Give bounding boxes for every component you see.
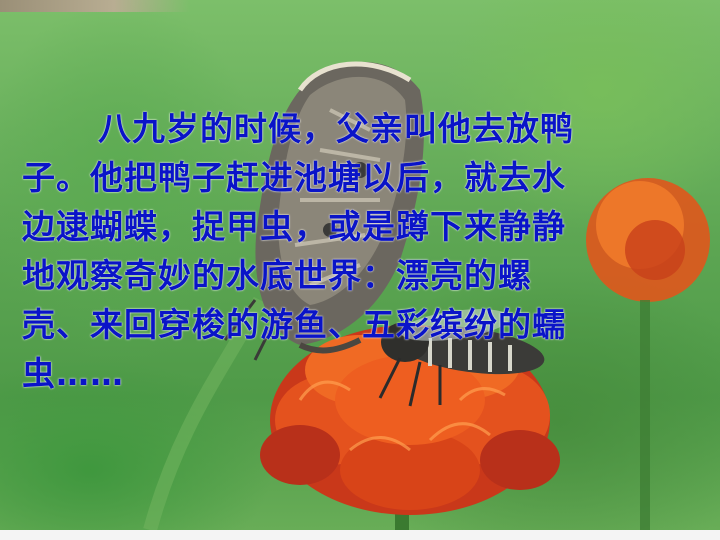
paragraph-line-5: 壳、来回穿梭的游鱼、五彩缤纷的蠕 [22, 305, 566, 344]
paragraph-line-1: 八九岁的时候，父亲叫他去放鸭 [98, 109, 574, 148]
paragraph-line-3: 边逮蝴蝶，捉甲虫，或是蹲下来静静 [22, 207, 566, 246]
top-edge-strip [0, 0, 190, 12]
bottom-edge-strip [0, 530, 720, 540]
paragraph-line-2: 子。他把鸭子赶进池塘以后，就去水 [22, 158, 566, 197]
story-paragraph: 八九岁的时候，父亲叫他去放鸭 子。他把鸭子赶进池塘以后，就去水 边逮蝴蝶，捉甲虫… [22, 104, 672, 398]
wasp [378, 309, 545, 407]
butterfly [223, 61, 424, 361]
paragraph-line-6: 虫…… [22, 354, 124, 393]
paragraph-line-4: 地观察奇妙的水底世界：漂亮的螺 [22, 256, 532, 295]
background-marigold [586, 178, 710, 530]
